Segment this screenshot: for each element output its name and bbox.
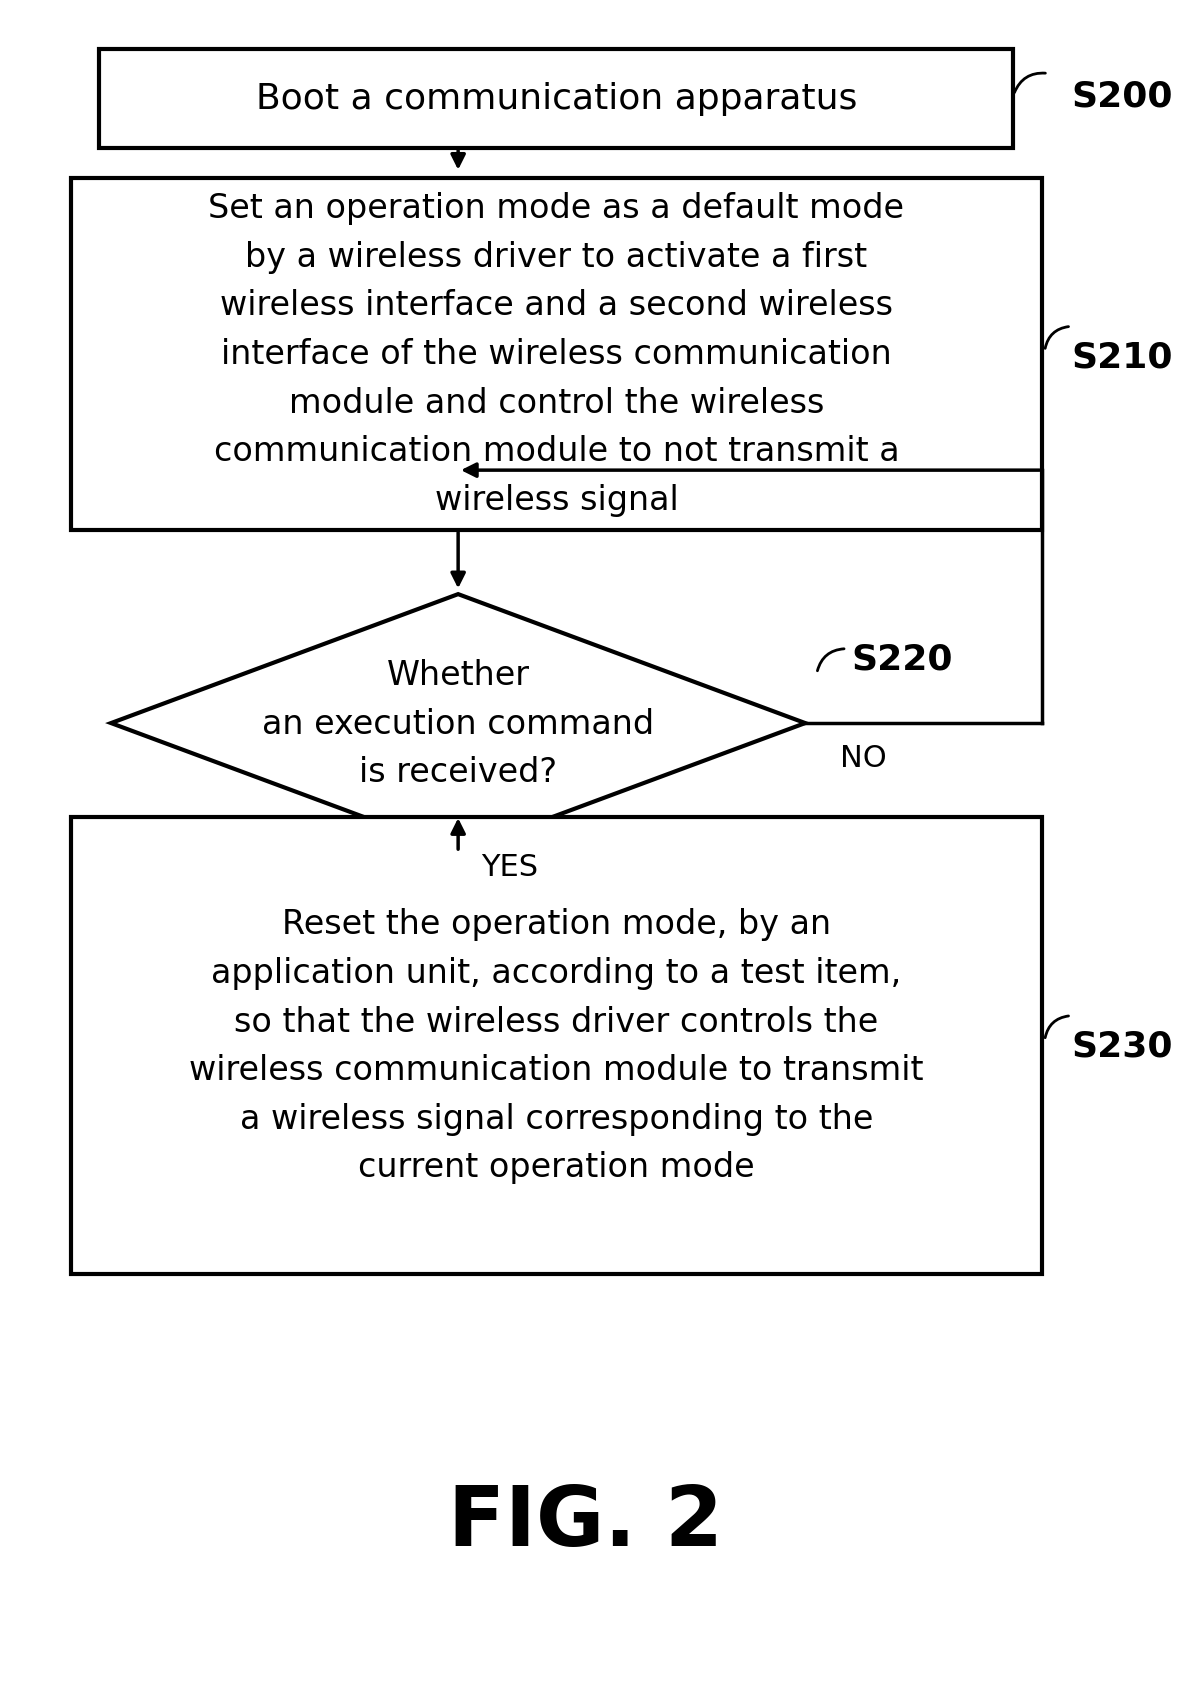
Text: S200: S200: [1071, 79, 1173, 113]
Text: S230: S230: [1071, 1029, 1173, 1063]
Bar: [99, 50, 1014, 149]
Bar: [71, 179, 1042, 531]
Text: Reset the operation mode, by an
application unit, according to a test item,
so t: Reset the operation mode, by an applicat…: [189, 908, 924, 1183]
Text: YES: YES: [482, 854, 538, 883]
Text: Set an operation mode as a default mode
by a wireless driver to activate a first: Set an operation mode as a default mode …: [208, 193, 904, 517]
Text: S220: S220: [852, 642, 952, 676]
Text: Whether
an execution command
is received?: Whether an execution command is received…: [262, 659, 654, 789]
Text: FIG. 2: FIG. 2: [448, 1482, 722, 1562]
Text: NO: NO: [840, 744, 887, 773]
Polygon shape: [111, 594, 805, 852]
Text: Boot a communication apparatus: Boot a communication apparatus: [256, 82, 857, 116]
Bar: [71, 818, 1042, 1273]
Text: S210: S210: [1071, 340, 1173, 374]
